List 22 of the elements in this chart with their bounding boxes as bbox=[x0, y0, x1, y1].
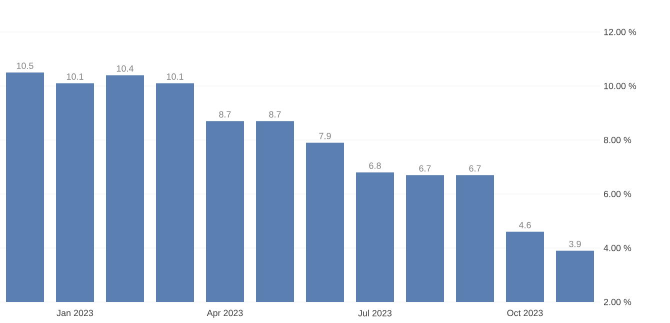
y-tick-label: 4.00 % bbox=[604, 244, 632, 252]
data-label: 3.9 bbox=[569, 240, 581, 248]
data-label: 8.7 bbox=[219, 111, 231, 118]
data-label: 10.1 bbox=[66, 73, 84, 80]
y-tick-label: 10.00 % bbox=[604, 82, 636, 90]
data-label: 6.8 bbox=[369, 162, 381, 169]
y-tick-label: 6.00 % bbox=[604, 190, 632, 198]
x-tick-label: Jul 2023 bbox=[358, 310, 392, 316]
y-tick-label: 2.00 % bbox=[604, 298, 632, 306]
x-tick-label: Oct 2023 bbox=[507, 310, 543, 316]
x-tick-label: Jan 2023 bbox=[56, 310, 94, 316]
y-tick-label: 12.00 % bbox=[604, 28, 636, 36]
data-label: 10.1 bbox=[166, 73, 184, 80]
data-label: 10.4 bbox=[116, 65, 134, 72]
data-label: 6.7 bbox=[469, 165, 481, 172]
data-label: 8.7 bbox=[269, 111, 281, 118]
data-label: 6.7 bbox=[419, 165, 431, 172]
data-label: 10.5 bbox=[16, 62, 34, 69]
data-label: 7.9 bbox=[319, 132, 331, 140]
x-tick-label: Apr 2023 bbox=[206, 310, 243, 318]
y-tick-label: 8.00 % bbox=[604, 136, 632, 144]
data-label: 4.6 bbox=[518, 222, 531, 228]
